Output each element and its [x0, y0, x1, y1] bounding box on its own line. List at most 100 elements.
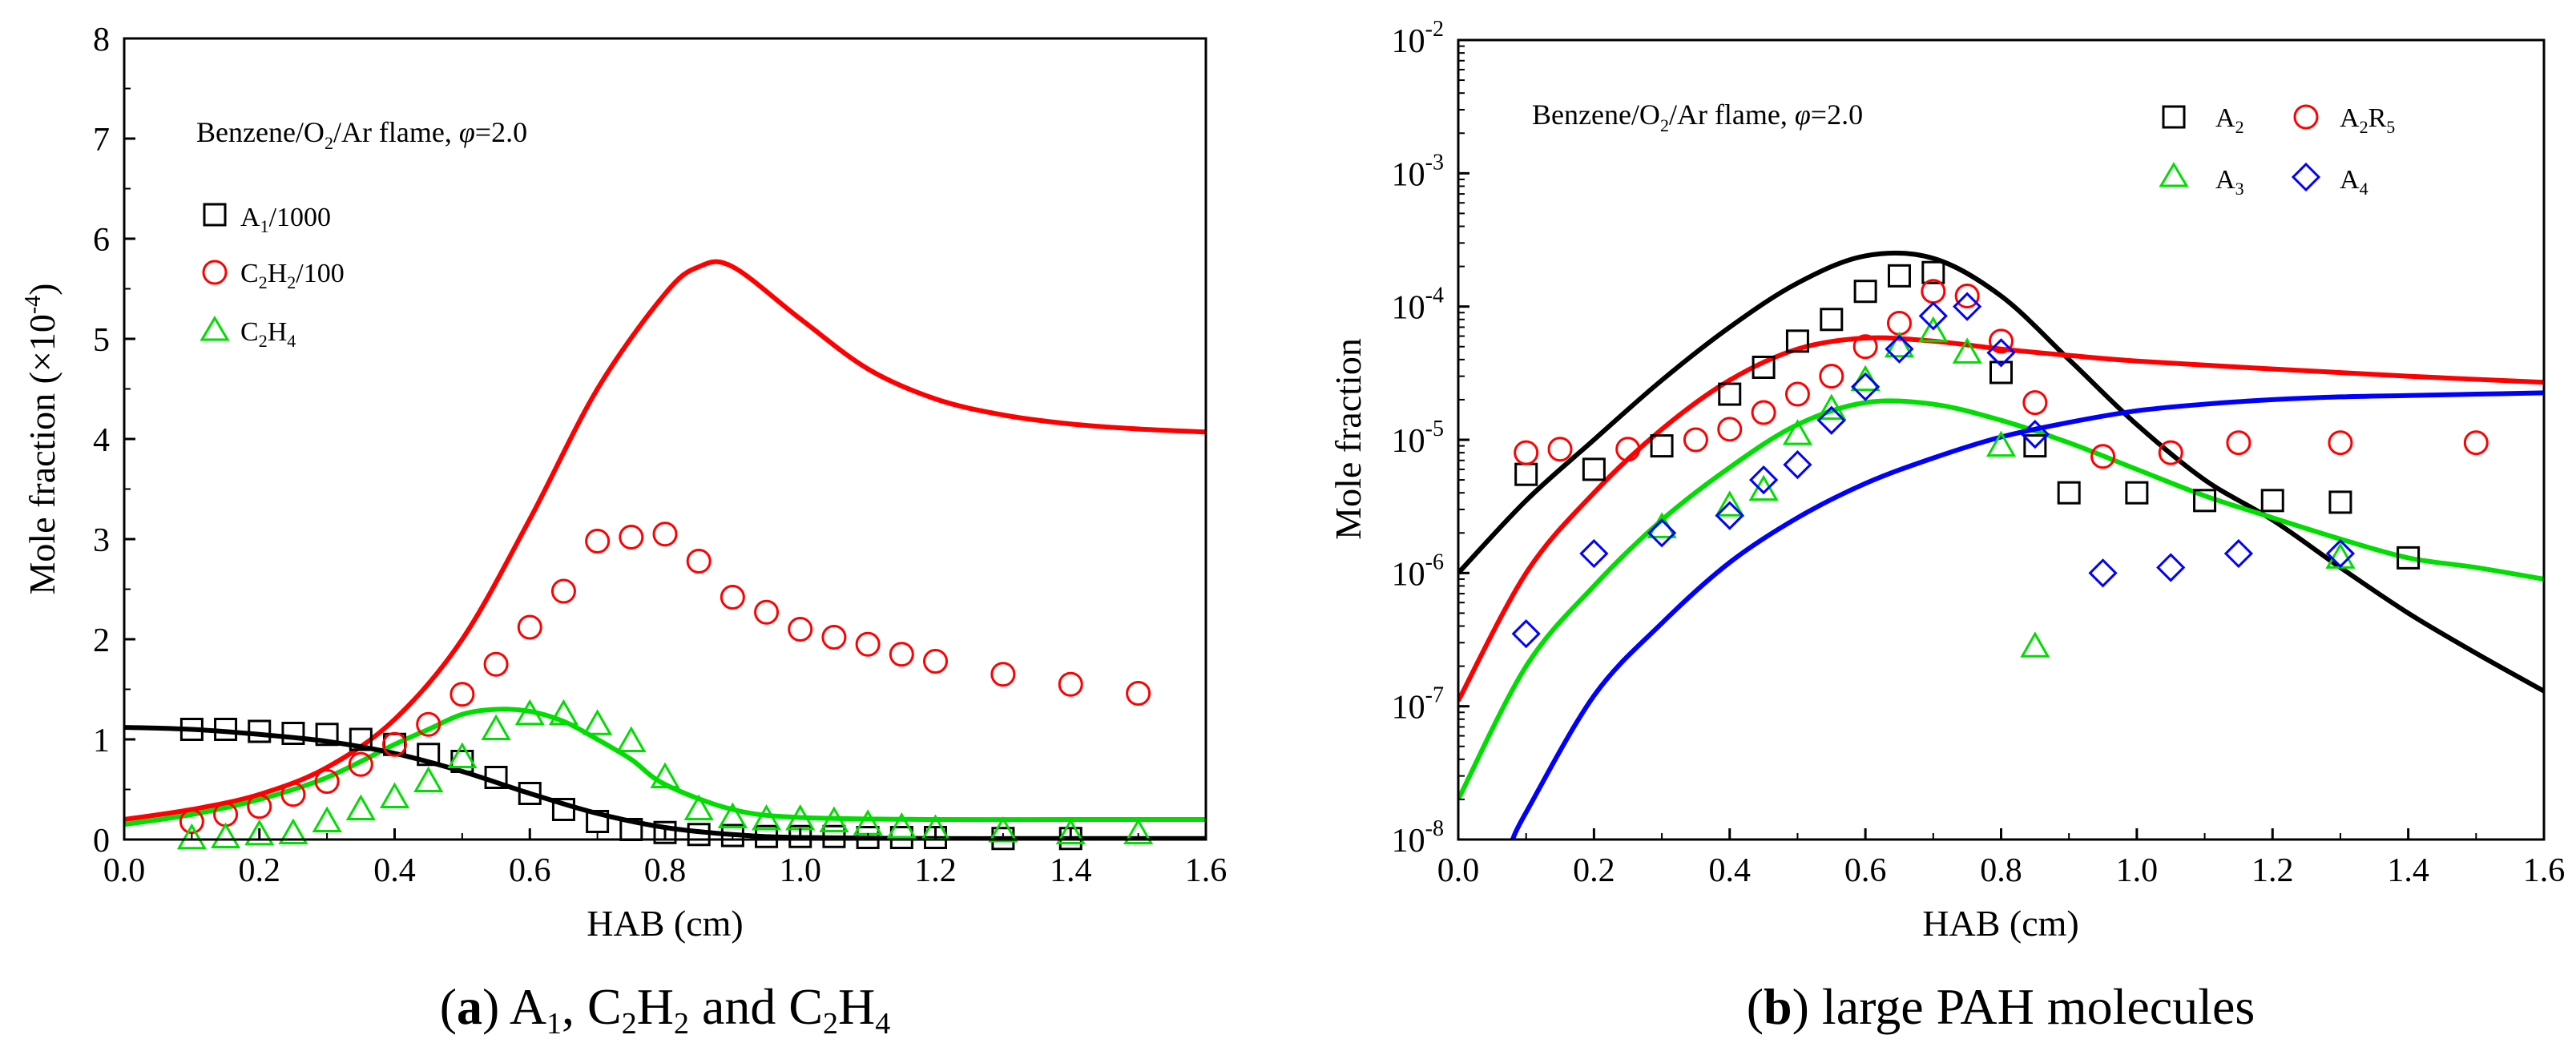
x-tick-label: 1.4 [1050, 852, 1092, 889]
y-tick-label: 1 [93, 723, 110, 759]
point-c2h2100 [923, 649, 948, 674]
x-tick-label: 0.0 [103, 852, 146, 889]
x-tick-label: 0.8 [1980, 852, 2022, 889]
point-c2h2100 [754, 599, 780, 625]
point-c2h4 [345, 794, 376, 820]
point-a4 [1783, 449, 1812, 480]
point-a11000 [653, 820, 677, 844]
point-a2 [1582, 457, 1606, 481]
point-a11000 [349, 727, 373, 751]
y-tick-label: 4 [93, 422, 110, 459]
x-tick-label: 0.8 [644, 852, 687, 889]
point-a2 [1514, 462, 1538, 486]
point-a3 [1985, 430, 2017, 457]
point-a11000 [248, 719, 272, 743]
point-a3 [1952, 337, 1982, 364]
point-a4 [1715, 501, 1744, 530]
point-a2 [1887, 264, 1911, 288]
y-tick-label: 8 [93, 22, 110, 58]
y-tick-label: 0 [93, 823, 110, 860]
point-c2h4 [210, 822, 241, 848]
point-c2h2100 [1058, 671, 1083, 697]
y-tick-label: 10-4 [1392, 284, 1444, 327]
panel-b-xlabel: HAB (cm) [1922, 903, 2078, 944]
point-c2h4 [650, 762, 680, 788]
point-c2h2100 [416, 711, 441, 737]
x-tick-label: 0.2 [1573, 852, 1615, 889]
point-a11000 [856, 826, 880, 849]
panel-b-ticks: 0.0 0.2 0.4 0.6 0.8 1.0 1.2 1.4 1.6 10-8 10-7 10-6 1… [1392, 17, 2566, 889]
point-a4 [1918, 301, 1948, 331]
point-a2 [1853, 280, 1877, 304]
point-a11000 [179, 718, 204, 741]
x-tick-label: 0.2 [239, 852, 281, 889]
point-a4 [1816, 405, 1846, 435]
x-tick-label: 1.6 [2523, 852, 2566, 889]
point-c2h2100 [348, 751, 373, 777]
legend-a4-marker [2291, 162, 2321, 192]
point-c2h2100 [517, 614, 542, 640]
panel-a-ylabel: Mole fraction (×10-4) [21, 283, 62, 594]
point-c2h4 [583, 709, 613, 735]
point-a11000 [924, 826, 947, 849]
point-a2 [1989, 360, 2013, 385]
point-a2r5 [1683, 427, 1708, 453]
panel-b-legend: A2 A2R5 A3 A4 [2159, 103, 2395, 199]
point-a4 [2088, 558, 2118, 588]
x-tick-label: 1.4 [2387, 852, 2429, 889]
point-c2h4 [379, 782, 410, 808]
point-c2h2100 [652, 521, 678, 547]
point-a11000 [214, 718, 238, 741]
point-c2h4 [853, 809, 883, 836]
point-a4 [1885, 334, 1914, 364]
point-a4 [2020, 419, 2050, 449]
point-a2 [2397, 546, 2421, 570]
legend-c2h2-label: C2H2/100 [240, 259, 345, 292]
point-c2h2100 [821, 625, 847, 650]
point-a2r5 [2158, 440, 2183, 465]
panel-a-annotation: Benzene/O2/Ar flame, φ=2.0 [196, 116, 527, 153]
point-a11000 [417, 743, 441, 767]
point-c2h4 [988, 815, 1018, 843]
legend-a2-label: A2 [2215, 103, 2244, 137]
panel-a-xlabel: HAB (cm) [587, 903, 743, 944]
point-c2h4 [819, 806, 849, 832]
point-a2r5 [1547, 437, 1573, 462]
panel-a-legend: A1/1000 C2H2/100 C2H4 [200, 203, 345, 351]
panel-b-data-points [1511, 260, 2489, 658]
point-a11000 [518, 782, 542, 805]
point-c2h2100 [788, 617, 813, 642]
point-c2h2100 [314, 769, 340, 794]
point-c2h2100 [247, 794, 272, 819]
x-tick-label: 1.2 [2251, 852, 2294, 889]
legend-a2-marker [2162, 105, 2186, 129]
legend-a4-label: A4 [2340, 165, 2368, 199]
legend-a1-label: A1/1000 [240, 203, 331, 236]
point-a3 [1884, 331, 1915, 358]
point-a11000 [720, 823, 744, 848]
point-c2h4 [683, 794, 714, 820]
point-a11000 [755, 824, 779, 848]
legend-a1-marker [203, 203, 227, 227]
point-c2h2100 [483, 651, 509, 677]
point-a3 [1782, 419, 1813, 445]
x-tick-label: 0.4 [1709, 852, 1752, 889]
point-a4 [2156, 553, 2186, 582]
x-tick-label: 0.4 [373, 852, 416, 889]
x-tick-label: 0.6 [509, 852, 551, 889]
point-c2h4 [244, 819, 275, 846]
panel-b-annotation: Benzene/O2/Ar flame, φ=2.0 [1532, 99, 1863, 135]
point-a2 [2260, 489, 2284, 513]
point-c2h4 [413, 766, 444, 792]
point-a2r5 [2226, 430, 2251, 456]
point-a2r5 [1954, 283, 1980, 308]
y-tick-label: 5 [93, 322, 110, 359]
point-a4 [1986, 338, 2016, 368]
model-curve-1 [124, 707, 1206, 827]
point-a11000 [788, 824, 812, 848]
panel-a-caption: (a) A1, C2H2 and C2H4 [440, 978, 891, 1041]
point-c2h4 [278, 818, 308, 844]
point-a3 [2020, 631, 2050, 658]
legend-a2r5-label: A2R5 [2340, 103, 2395, 137]
